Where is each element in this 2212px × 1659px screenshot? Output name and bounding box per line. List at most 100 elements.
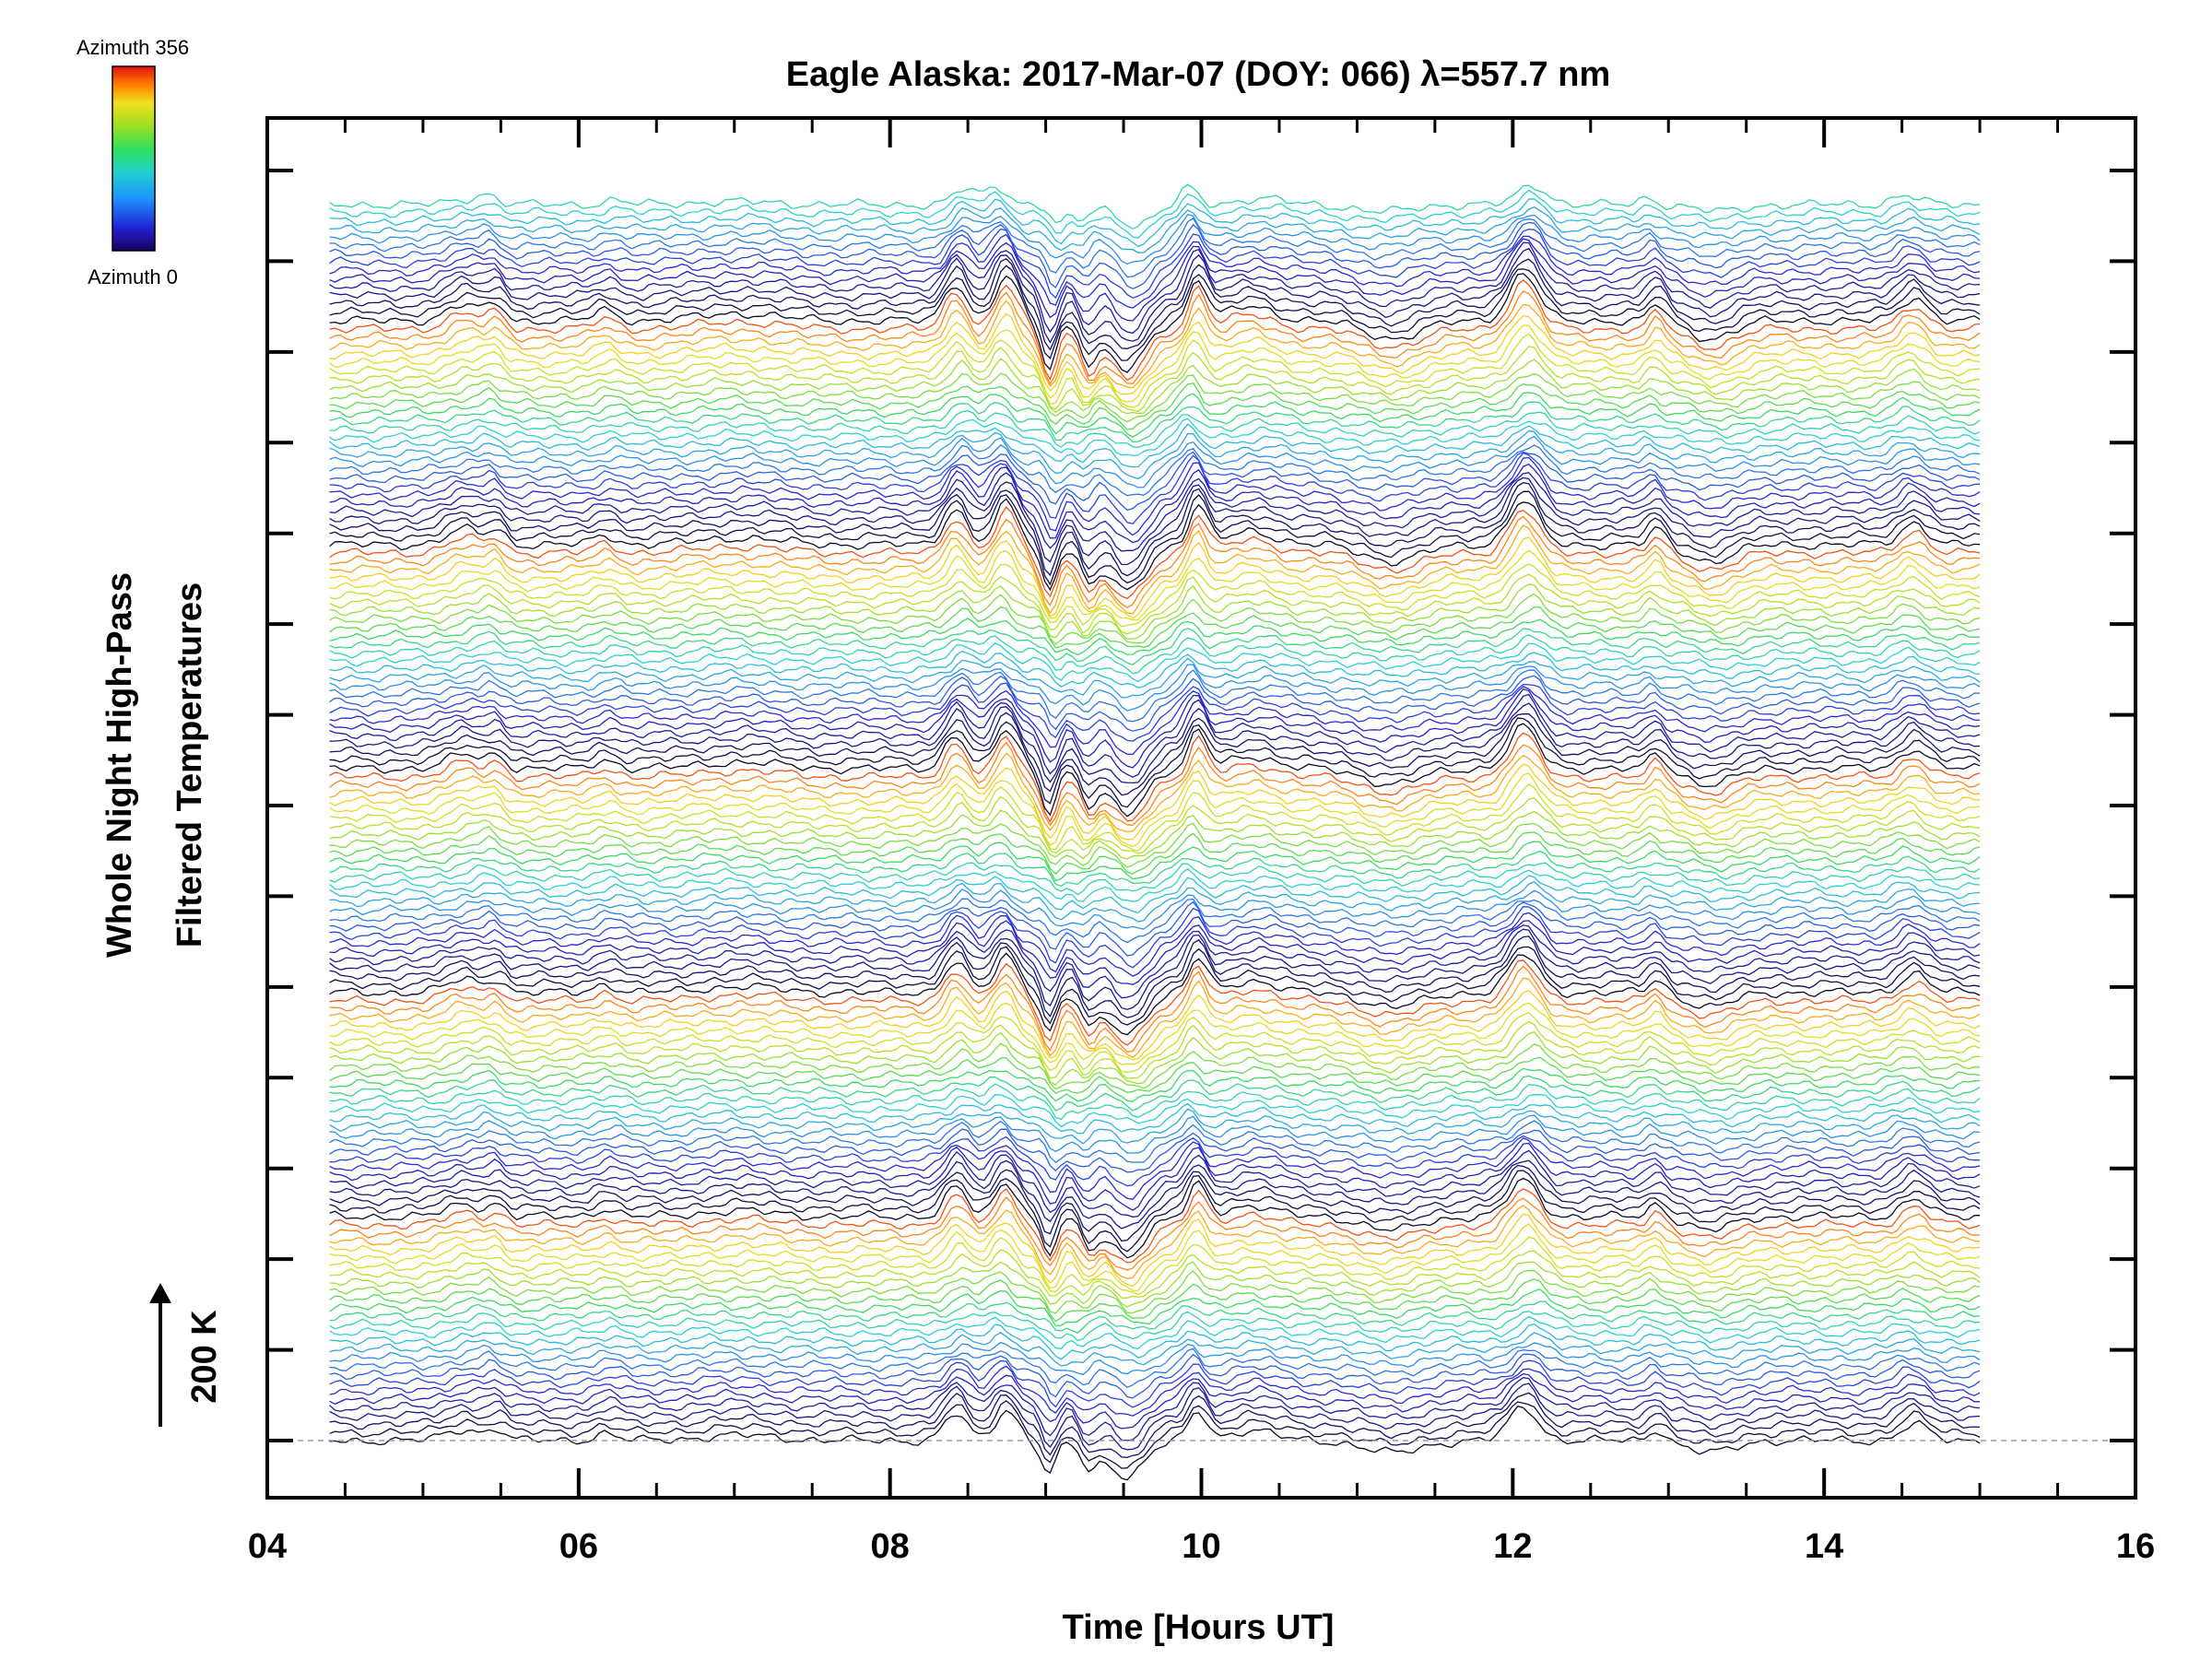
series-line xyxy=(329,959,1981,1046)
series-line xyxy=(329,418,1981,456)
series-line xyxy=(329,435,1981,488)
plot-frame xyxy=(265,116,2137,1500)
series-line xyxy=(329,1094,1981,1128)
series-line xyxy=(329,831,1981,876)
series-line xyxy=(329,1042,1981,1090)
series-line xyxy=(329,506,1981,600)
series-line xyxy=(329,333,1981,408)
series-line xyxy=(329,221,1981,290)
series-line xyxy=(329,1012,1981,1074)
series-line xyxy=(329,482,1981,577)
series-line xyxy=(329,423,1981,468)
series-line xyxy=(329,1400,1981,1469)
series-line xyxy=(329,628,1981,666)
series-line xyxy=(329,1128,1981,1173)
series-line xyxy=(329,675,1981,732)
series-line xyxy=(329,1067,1981,1102)
series-line xyxy=(329,763,1981,841)
series-line xyxy=(329,265,1981,361)
series-line xyxy=(329,573,1981,635)
series-line xyxy=(329,358,1981,415)
series-line xyxy=(329,1315,1981,1350)
series-line xyxy=(329,1332,1981,1367)
series-line xyxy=(329,723,1981,818)
x-tick-label: 10 xyxy=(1182,1527,1220,1566)
series-line xyxy=(329,241,1981,335)
series-line xyxy=(329,1347,1981,1388)
series-line xyxy=(329,1020,1981,1079)
series-line xyxy=(329,965,1981,1053)
series-line xyxy=(329,850,1981,888)
series-line xyxy=(329,233,1981,309)
series-line xyxy=(329,912,1981,977)
series-line xyxy=(329,324,1981,403)
series-line xyxy=(329,1137,1981,1201)
scale-label: 200 K xyxy=(185,1310,224,1404)
series-line xyxy=(329,1108,1981,1145)
series-line xyxy=(329,1083,1981,1121)
series-line xyxy=(329,782,1981,852)
series-line xyxy=(329,490,1981,586)
series-line xyxy=(329,717,1981,808)
series-line xyxy=(329,206,1981,253)
series-line xyxy=(329,906,1981,969)
series-line xyxy=(329,1213,1981,1288)
series-line xyxy=(329,977,1981,1059)
series-line xyxy=(329,881,1981,923)
series-line xyxy=(329,1102,1981,1135)
x-tick-label: 14 xyxy=(1805,1527,1843,1566)
series-line xyxy=(329,875,1981,914)
series-line xyxy=(329,279,1981,382)
series-line xyxy=(329,346,1981,413)
series-line xyxy=(329,1159,1981,1230)
colorbar-top-label: Azimuth 356 xyxy=(76,36,189,59)
series-line xyxy=(329,1278,1981,1323)
series-line xyxy=(329,650,1981,688)
series-line xyxy=(329,401,1981,443)
series-line xyxy=(329,1204,1981,1279)
series-line xyxy=(329,382,1981,430)
series-line xyxy=(329,1406,1981,1481)
series-line xyxy=(329,456,1981,536)
series-line xyxy=(329,498,1981,592)
series-line xyxy=(329,1177,1981,1259)
colorbar xyxy=(112,65,156,252)
series-line xyxy=(329,1311,1981,1342)
series-line xyxy=(329,669,1981,723)
series-line xyxy=(329,183,1981,230)
series-line xyxy=(329,189,1981,240)
series-line xyxy=(329,732,1981,824)
series-line xyxy=(329,990,1981,1061)
series-line xyxy=(329,1135,1981,1187)
series-line xyxy=(329,300,1981,389)
scale-arrowhead xyxy=(149,1283,171,1303)
series-line xyxy=(329,664,1981,712)
series-line xyxy=(329,463,1981,544)
series-line xyxy=(329,1236,1981,1296)
y-axis-label-line2: Filtered Temperatures xyxy=(171,582,209,947)
series-line xyxy=(329,217,1981,278)
series-line xyxy=(329,935,1981,1018)
series-line xyxy=(329,1223,1981,1291)
series-line xyxy=(329,444,1981,497)
series-line xyxy=(329,618,1981,656)
series-line xyxy=(329,867,1981,902)
series-line xyxy=(329,686,1981,756)
series-line xyxy=(329,1324,1981,1360)
series-line xyxy=(329,1269,1981,1314)
series-line xyxy=(329,1170,1981,1253)
series-line xyxy=(329,1149,1981,1218)
series-line xyxy=(329,1372,1981,1430)
series-line xyxy=(329,862,1981,896)
series-line xyxy=(329,1300,1981,1334)
series-line xyxy=(329,795,1981,854)
series-line xyxy=(329,898,1981,944)
series-line xyxy=(329,633,1981,675)
series-line xyxy=(329,1164,1981,1242)
series-line xyxy=(329,1359,1981,1408)
series-line xyxy=(329,1142,1981,1211)
series-line xyxy=(329,841,1981,882)
series-line xyxy=(329,477,1981,566)
series-group xyxy=(329,183,1981,1481)
